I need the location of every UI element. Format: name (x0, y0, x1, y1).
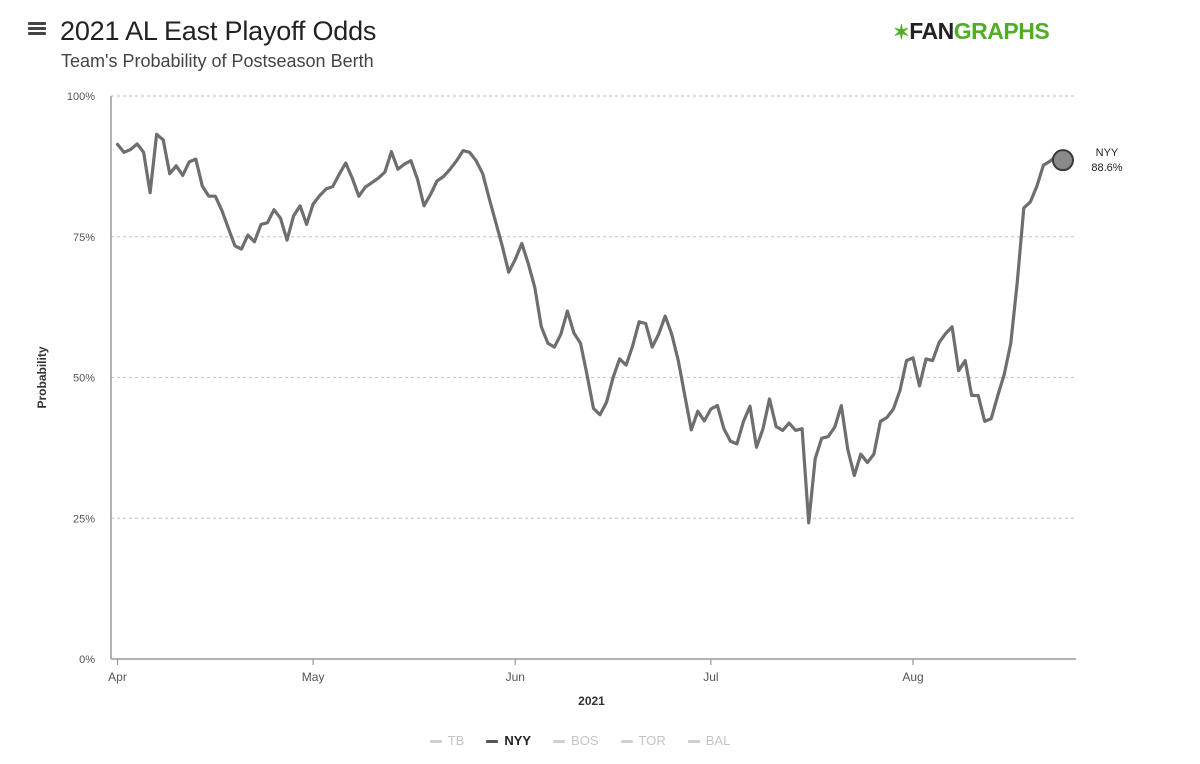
y-tick-label: 50% (73, 373, 95, 385)
chart-title: 2021 AL East Playoff Odds (60, 16, 377, 46)
legend-item-bal[interactable]: BAL (687, 733, 731, 748)
chart-legend: TB NYY BOS TOR BAL (0, 733, 1160, 748)
logo-text-fan: FAN (909, 18, 954, 44)
series-end-marker (1051, 149, 1074, 172)
chart-subtitle: Team's Probability of Postseason Berth (61, 51, 374, 71)
axes-layer: 0% 25% 50% 75% 100% Apr May Jun Jul Aug 2021 Probab… (35, 91, 1076, 708)
x-tick-label: Jul (703, 670, 718, 684)
y-tick-label: 75% (73, 232, 95, 244)
x-tick-label: Aug (902, 670, 923, 684)
legend-item-tb[interactable]: TB (429, 733, 465, 748)
legend-label: BAL (705, 733, 731, 748)
menu-bar (28, 22, 46, 25)
legend-swatch (687, 740, 700, 744)
x-tick-label: Jun (506, 670, 525, 684)
legend-swatch (620, 740, 633, 744)
legend-label: TOR (638, 733, 666, 748)
legend-label: BOS (571, 733, 599, 748)
y-tick-label: 0% (79, 654, 95, 666)
grid-layer (111, 95, 1076, 519)
legend-swatch (429, 740, 442, 744)
y-axis-label: Probability (35, 346, 49, 408)
series-layer (115, 132, 1074, 525)
label-layer: NYY 88.6% (1091, 147, 1122, 174)
legend-item-tor[interactable]: TOR (620, 733, 666, 748)
fangraphs-logo[interactable]: ✶FANGRAPHS (893, 18, 1050, 45)
end-label-team: NYY (1096, 147, 1119, 159)
legend-swatch (486, 740, 499, 744)
hamburger-menu-icon[interactable] (28, 22, 46, 36)
y-tick-label: 100% (67, 91, 95, 103)
legend-swatch (553, 740, 566, 744)
logo-mark-icon: ✶ (893, 22, 910, 44)
menu-bar (28, 27, 46, 30)
legend-item-nyy[interactable]: NYY (486, 733, 531, 748)
legend-label: TB (447, 733, 465, 748)
legend-item-bos[interactable]: BOS (553, 733, 599, 748)
end-label-value: 88.6% (1091, 162, 1122, 174)
menu-bar (28, 32, 46, 35)
x-tick-label: Apr (108, 670, 127, 684)
logo-text-graphs: GRAPHS (953, 18, 1050, 44)
y-tick-label: 25% (73, 513, 95, 525)
series-line-nyy (115, 132, 1065, 525)
legend-label: NYY (504, 733, 532, 748)
x-tick-label: May (302, 670, 325, 684)
x-axis-label: 2021 (578, 694, 605, 708)
